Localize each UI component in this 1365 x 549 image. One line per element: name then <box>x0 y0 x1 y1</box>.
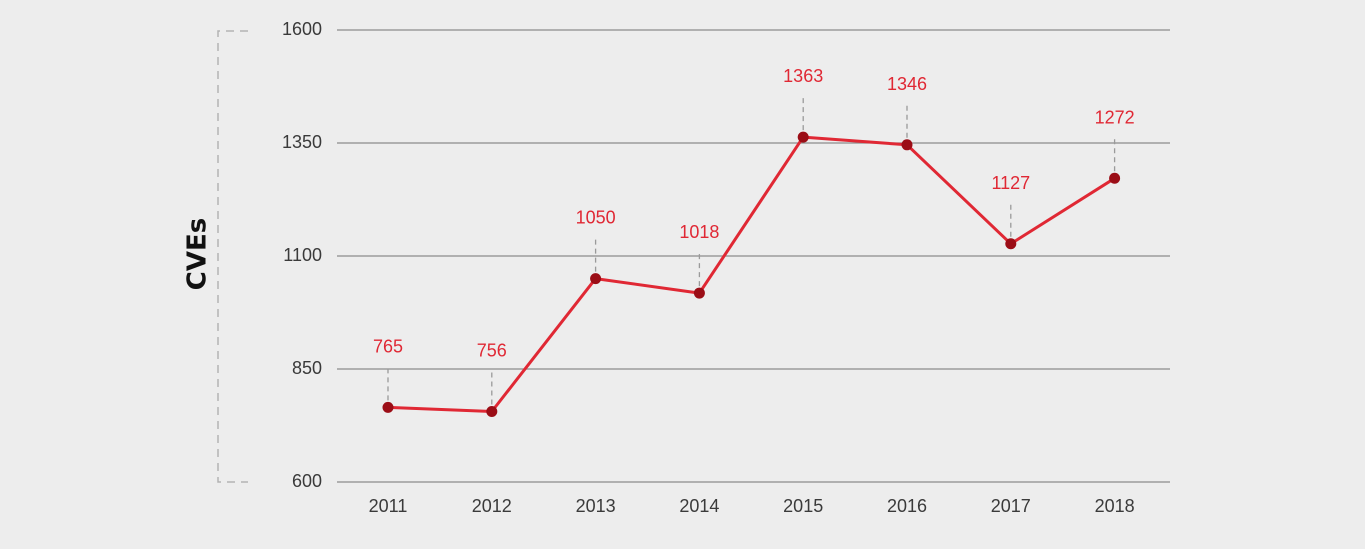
label-leader-lines <box>387 94 1116 405</box>
data-point <box>797 131 809 143</box>
x-tick-label: 2012 <box>472 496 512 516</box>
data-label: 1018 <box>679 222 719 242</box>
axis-bracket <box>217 30 248 483</box>
data-labels: 765 756 1050 1018 1363 1346 1127 1272 <box>373 66 1135 360</box>
data-label: 1346 <box>887 74 927 94</box>
data-label: 1363 <box>783 66 823 86</box>
gridlines <box>337 29 1170 483</box>
data-label: 756 <box>477 340 507 360</box>
y-tick-label: 600 <box>292 471 322 491</box>
data-label: 1050 <box>576 208 616 228</box>
x-tick-label: 2014 <box>679 496 719 516</box>
x-tick-labels: 2011 2012 2013 2014 2015 2016 2017 2018 <box>369 496 1135 516</box>
x-tick-label: 2016 <box>887 496 927 516</box>
data-point <box>693 287 705 299</box>
x-tick-label: 2018 <box>1095 496 1135 516</box>
data-point <box>901 139 913 151</box>
data-label: 1272 <box>1095 107 1135 127</box>
data-point <box>1109 172 1121 184</box>
y-tick-label: 1350 <box>282 132 322 152</box>
data-point <box>486 405 498 417</box>
y-tick-label: 1600 <box>282 19 322 39</box>
data-label: 765 <box>373 336 403 356</box>
data-point <box>590 273 602 285</box>
axis-bracket-line <box>217 30 248 483</box>
data-points <box>382 131 1121 417</box>
x-tick-label: 2011 <box>369 496 408 516</box>
data-label: 1127 <box>991 173 1030 193</box>
x-tick-label: 2013 <box>576 496 616 516</box>
y-tick-label: 850 <box>292 358 322 378</box>
y-tick-labels: 600 850 1100 1350 1600 <box>282 19 322 491</box>
data-point <box>382 401 394 413</box>
data-point <box>1005 238 1017 250</box>
x-tick-label: 2017 <box>991 496 1031 516</box>
y-axis-title: CVEs <box>183 218 213 290</box>
y-tick-label: 1100 <box>283 245 322 265</box>
series-line <box>387 135 1116 413</box>
x-tick-label: 2015 <box>783 496 823 516</box>
